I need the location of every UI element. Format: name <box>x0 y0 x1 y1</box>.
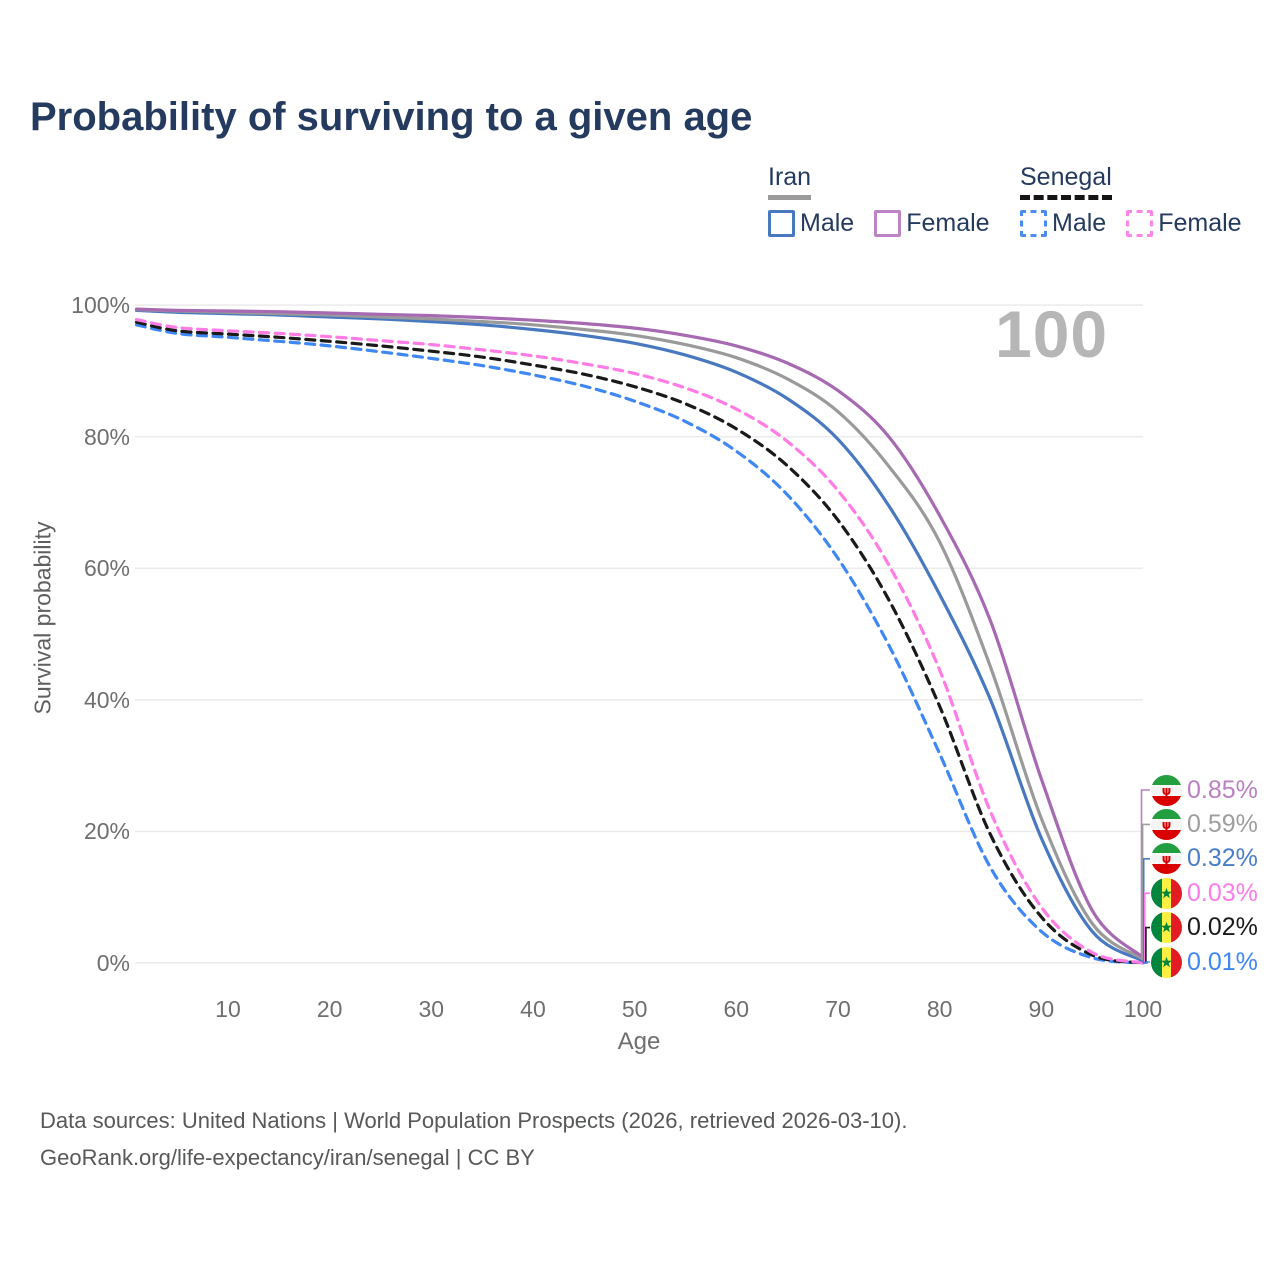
end-label-value: 0.85% <box>1187 775 1258 804</box>
x-tick-label: 90 <box>1028 996 1055 1022</box>
senegal-male-curve <box>134 323 1145 965</box>
legend-iran-title: Iran <box>768 163 812 200</box>
senegal-flag-icon <box>1151 947 1182 978</box>
iran-female-curve <box>134 307 1145 959</box>
end-label-value: 0.02% <box>1187 913 1258 942</box>
page-title: Probability of surviving to a given age <box>30 95 753 139</box>
iran-flag-icon <box>1151 843 1182 874</box>
label-leader-lines <box>1140 789 1150 964</box>
legend-item-iran-male[interactable]: Male <box>768 209 854 238</box>
iran-total-curve <box>134 308 1145 961</box>
iran-male-curve <box>134 308 1145 963</box>
y-tick-label: 60% <box>83 555 130 582</box>
iran-male-leader-line <box>1142 858 1150 962</box>
iran-total-leader-line <box>1141 823 1150 960</box>
y-tick-label: 0% <box>96 950 130 976</box>
legend-label: Male <box>800 209 855 237</box>
end-label-iran-total: 0.59% <box>1151 809 1258 840</box>
end-label-iran-female: 0.85% <box>1151 775 1258 806</box>
end-label-value: 0.59% <box>1187 809 1258 838</box>
senegal-flag-icon <box>1151 878 1182 909</box>
y-tick-label: 100% <box>71 292 130 319</box>
end-label-iran-male: 0.32% <box>1151 843 1258 874</box>
x-tick-label: 50 <box>621 996 648 1022</box>
legend-label: Female <box>906 209 990 237</box>
y-axis-title: Survival probability <box>29 521 56 715</box>
x-tick-label: 20 <box>316 996 343 1022</box>
legend-item-senegal-male[interactable]: Male <box>1020 209 1106 238</box>
legend-group-iran: Iran Male Female <box>768 163 990 238</box>
gridlines <box>135 304 1143 964</box>
survival-curves <box>134 307 1145 965</box>
iran-flag-icon <box>1151 809 1182 840</box>
legend-senegal-title: Senegal <box>1020 163 1112 200</box>
end-label-senegal-male: 0.01% <box>1151 947 1258 978</box>
end-label-value: 0.01% <box>1187 947 1258 976</box>
end-label-senegal-female: 0.03% <box>1151 878 1258 909</box>
x-axis-title: Age <box>617 1028 661 1055</box>
legend-label: Male <box>1052 209 1107 237</box>
x-tick-label: 70 <box>825 996 851 1022</box>
y-tick-label: 40% <box>83 686 130 713</box>
x-tick-label: 60 <box>723 996 750 1022</box>
legend-group-senegal: Senegal Male Female <box>1020 163 1242 238</box>
iran-male-swatch-icon <box>768 210 795 237</box>
x-tick-label: 100 <box>1123 996 1163 1022</box>
data-source-line: Data sources: United Nations | World Pop… <box>40 1108 908 1133</box>
senegal-female-curve <box>134 318 1145 965</box>
age-counter-watermark: 100 <box>995 297 1109 371</box>
iran-female-swatch-icon <box>874 210 902 237</box>
end-label-value: 0.03% <box>1187 878 1258 907</box>
attribution-line: GeoRank.org/life-expectancy/iran/senegal… <box>40 1145 535 1170</box>
end-label-value: 0.32% <box>1187 844 1258 873</box>
legend-item-senegal-female[interactable]: Female <box>1126 209 1242 238</box>
iran-flag-icon <box>1151 775 1182 806</box>
senegal-female-swatch-icon <box>1126 210 1154 237</box>
y-tick-label: 20% <box>83 818 130 845</box>
senegal-flag-icon <box>1151 912 1182 943</box>
legend-label: Female <box>1158 209 1242 237</box>
x-tick-label: 80 <box>926 996 953 1022</box>
x-tick-label: 10 <box>215 996 241 1022</box>
senegal-male-leader-line <box>1143 961 1150 964</box>
legend-item-iran-female[interactable]: Female <box>874 209 990 238</box>
senegal-total-curve <box>134 320 1145 965</box>
x-tick-label: 30 <box>418 996 445 1022</box>
x-tick-label: 40 <box>520 996 546 1022</box>
y-tick-label: 80% <box>83 423 130 450</box>
senegal-male-swatch-icon <box>1020 210 1047 237</box>
end-label-senegal-total: 0.02% <box>1151 912 1258 943</box>
